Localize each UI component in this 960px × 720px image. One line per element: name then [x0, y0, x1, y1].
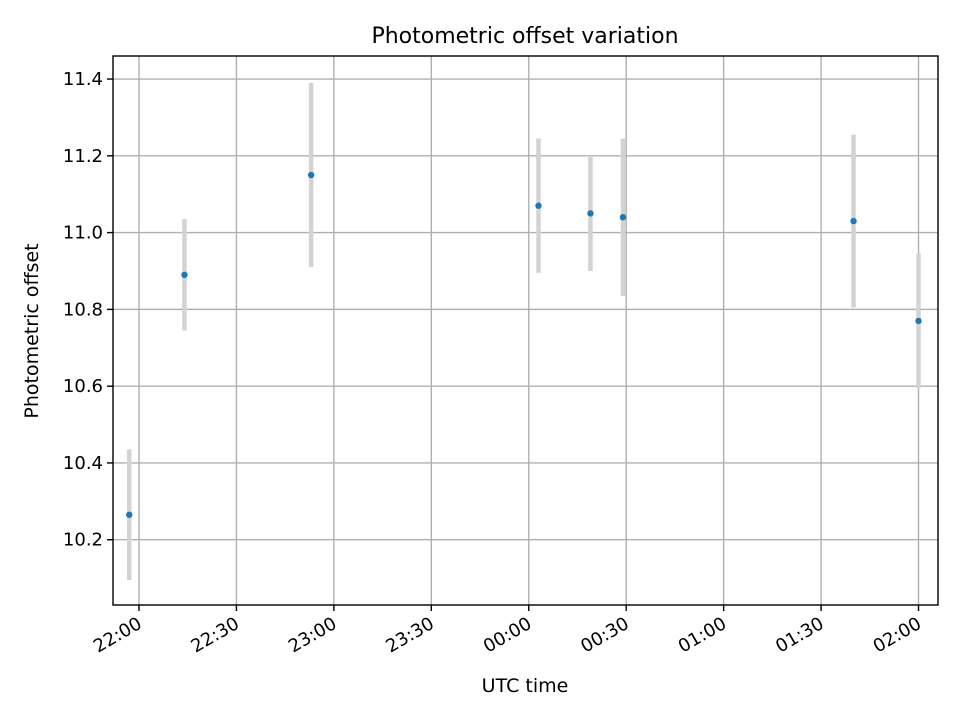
y-tick-label: 11.0 [63, 223, 103, 244]
data-point [535, 202, 542, 209]
y-tick-label: 10.6 [63, 376, 103, 397]
x-tick-label: 00:00 [480, 613, 535, 657]
data-point [850, 217, 857, 225]
chart-title: Photometric offset variation [371, 24, 678, 49]
x-tick-label: 01:00 [675, 613, 730, 657]
x-tick-label: 02:00 [870, 613, 925, 657]
grid [113, 56, 938, 605]
plot-frame [112, 55, 939, 606]
x-tick-label: 22:30 [188, 613, 243, 657]
y-axis-label: Photometric offset [21, 243, 43, 418]
data-point [126, 511, 133, 518]
data-points [126, 171, 922, 518]
x-axis: 22:00 22:30 23:00 23:30 00:00 00:30 01:00 01:30… [90, 605, 925, 657]
x-tick-label: 00:30 [577, 613, 632, 657]
data-point [181, 271, 188, 279]
data-point [915, 317, 922, 325]
y-axis: 10.2 10.4 10.6 10.8 11.0 11.2 11.4 [63, 69, 113, 551]
y-tick-label: 10.2 [63, 530, 103, 551]
data-point [587, 210, 594, 217]
y-tick-label: 11.2 [63, 146, 103, 167]
error-bars [126, 82, 921, 581]
x-axis-label: UTC time [482, 675, 569, 697]
data-point [619, 214, 627, 221]
x-tick-label: 22:00 [90, 613, 145, 657]
y-tick-label: 10.8 [63, 299, 103, 320]
x-tick-label: 01:30 [772, 613, 827, 657]
x-tick-label: 23:00 [285, 613, 340, 657]
y-tick-label: 11.4 [63, 69, 103, 90]
data-point [307, 171, 315, 179]
x-tick-label: 23:30 [382, 613, 437, 657]
y-tick-label: 10.4 [63, 453, 103, 474]
